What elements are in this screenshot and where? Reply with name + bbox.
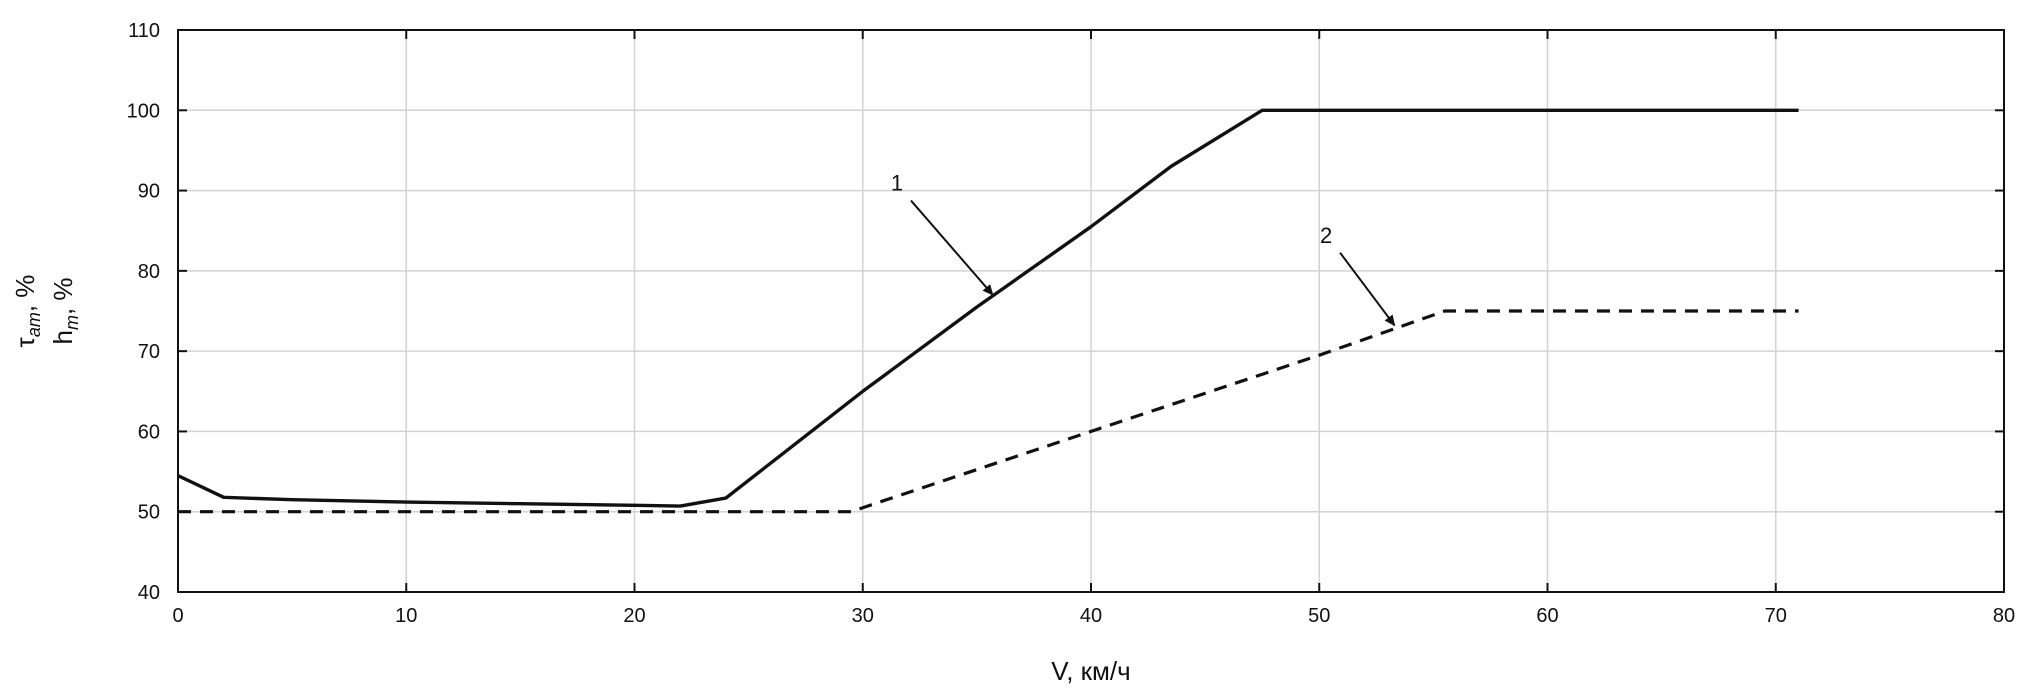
curve-arrow-2: [1339, 252, 1396, 327]
y-axis-title-line-1: τam, %: [10, 275, 44, 348]
annotation-layer: 12: [891, 171, 1396, 327]
curve-arrow-1: [910, 199, 994, 296]
curve-label-2: 2: [1320, 223, 1332, 248]
curve-label-1: 1: [891, 171, 903, 196]
x-axis-title: V, км/ч: [1051, 656, 1130, 686]
x-tick-label: 30: [852, 605, 874, 627]
x-tick-label: 0: [172, 605, 183, 627]
y-tick-label: 70: [138, 341, 160, 363]
y-tick-label: 60: [138, 421, 160, 443]
y-tick-label: 40: [138, 582, 160, 604]
series-layer: [177, 108, 1799, 514]
y-axis-title: τam, %hm, %: [10, 275, 82, 348]
y-tick-label: 90: [138, 181, 160, 203]
y-tick-label: 100: [127, 100, 160, 122]
axes: 0 10 20 30 40 50 60 70 80 40 50 60 70 80 90 100 110: [127, 20, 2016, 627]
y-tick-label: 50: [138, 502, 160, 524]
x-tick-label: 10: [395, 605, 417, 627]
y-tick-label: 80: [138, 261, 160, 283]
x-tick-label: 40: [1080, 605, 1102, 627]
x-tick-label: 50: [1308, 605, 1330, 627]
y-axis-title-line-2: hm, %: [48, 277, 82, 344]
y-tick-label: 110: [128, 20, 160, 42]
x-tick-label: 20: [623, 605, 645, 627]
series-line-2: [178, 309, 1799, 514]
x-tick-label: 60: [1536, 605, 1558, 627]
x-tick-label: 80: [1993, 605, 2015, 627]
x-tick-label: 70: [1765, 605, 1787, 627]
series-line-1: [177, 108, 1799, 508]
